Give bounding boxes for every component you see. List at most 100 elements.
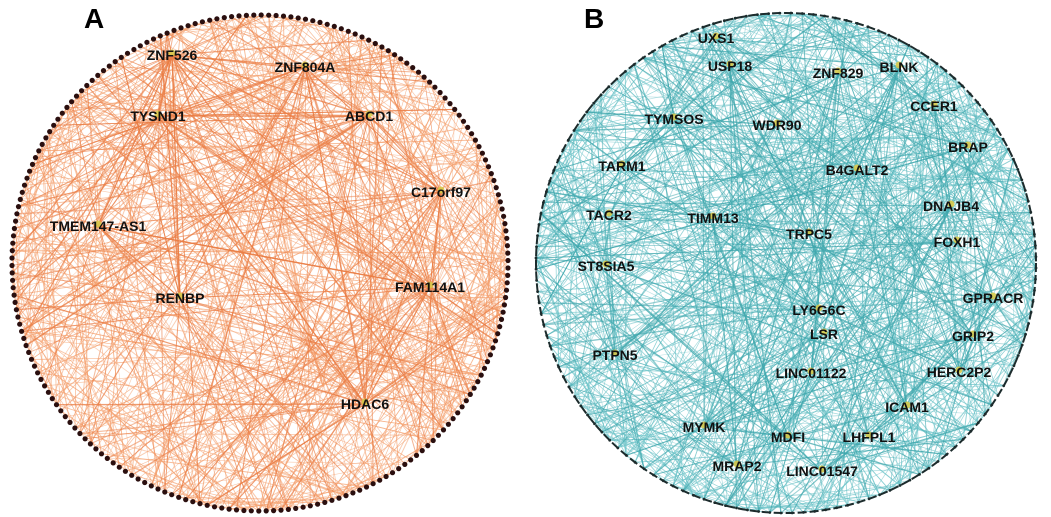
hub-edge bbox=[131, 286, 431, 476]
hub-node-marker bbox=[733, 460, 741, 468]
peripheral-node bbox=[757, 510, 760, 513]
network-edge bbox=[553, 170, 560, 367]
peripheral-node bbox=[652, 473, 655, 477]
hub-gene: ST8SIA5 bbox=[578, 258, 635, 274]
hub-edge bbox=[157, 66, 306, 117]
peripheral-node bbox=[1026, 199, 1030, 203]
hub-edge bbox=[107, 286, 431, 459]
hub-edge bbox=[206, 403, 366, 506]
hub-edge bbox=[906, 120, 992, 408]
peripheral-node bbox=[430, 437, 436, 444]
hub-edge bbox=[429, 191, 442, 288]
hub-edge bbox=[121, 57, 442, 193]
peripheral-node bbox=[219, 505, 225, 511]
peripheral-node bbox=[285, 506, 291, 512]
panel-b-hub-genes: UXS1 USP18 ZNF829 BLNK CCER1 TYMSOS WDR90 BRAP T… bbox=[578, 30, 1024, 479]
hub-edge bbox=[758, 309, 820, 512]
network-edge bbox=[19, 107, 68, 200]
peripheral-node bbox=[62, 414, 68, 420]
hub-edge bbox=[558, 205, 952, 368]
network-edge bbox=[17, 18, 306, 318]
network-edge bbox=[82, 249, 91, 444]
hub-edge bbox=[703, 309, 820, 428]
network-edge bbox=[714, 129, 998, 503]
network-edge bbox=[908, 45, 972, 320]
peripheral-node bbox=[586, 413, 589, 417]
peripheral-node bbox=[503, 287, 510, 293]
hub-edge bbox=[18, 66, 306, 208]
hub-gene-label: ICAM1 bbox=[885, 399, 929, 415]
hub-edge bbox=[729, 65, 839, 74]
hub-edge bbox=[280, 286, 431, 511]
network-edge bbox=[112, 148, 152, 486]
peripheral-node bbox=[12, 299, 18, 305]
hub-edge bbox=[586, 111, 714, 219]
peripheral-node bbox=[77, 430, 83, 437]
network-edge bbox=[969, 93, 972, 320]
hub-edge bbox=[557, 159, 825, 335]
network-edge bbox=[41, 144, 53, 399]
network-edge bbox=[568, 85, 963, 141]
panel-a-letter: A bbox=[84, 3, 104, 34]
hub-edge bbox=[540, 213, 607, 267]
peripheral-node bbox=[1034, 244, 1037, 248]
peripheral-node bbox=[288, 14, 294, 20]
peripheral-node bbox=[534, 256, 538, 260]
hub-edge bbox=[364, 289, 507, 405]
network-panel-a: ZNF526 ZNF804A TYSND1 ABCD1 C17orf97 TMEM147-… bbox=[9, 3, 511, 514]
network-edge bbox=[23, 299, 229, 339]
network-edge bbox=[671, 40, 1037, 269]
peripheral-node bbox=[432, 84, 438, 90]
network-edge bbox=[663, 152, 684, 491]
hub-edge bbox=[821, 312, 1032, 472]
peripheral-node bbox=[366, 37, 372, 43]
network-edge bbox=[661, 45, 956, 448]
network-edge bbox=[553, 356, 737, 509]
peripheral-node bbox=[983, 412, 987, 416]
peripheral-node bbox=[485, 164, 492, 170]
network-edge bbox=[793, 435, 838, 509]
peripheral-node bbox=[98, 451, 105, 457]
hub-gene-label: TMEM147-AS1 bbox=[50, 218, 147, 234]
network-edge bbox=[740, 253, 870, 500]
network-edge bbox=[253, 15, 333, 501]
peripheral-node bbox=[256, 508, 262, 514]
peripheral-node bbox=[969, 429, 973, 433]
hub-edge bbox=[614, 354, 645, 469]
network-edge bbox=[178, 357, 190, 498]
hub-edge bbox=[725, 309, 820, 506]
hub-edge bbox=[157, 115, 508, 276]
hub-edge bbox=[429, 286, 471, 395]
peripheral-node bbox=[142, 479, 148, 486]
network-edge bbox=[825, 110, 985, 120]
hub-edge bbox=[642, 57, 675, 120]
peripheral-node bbox=[392, 52, 398, 58]
hub-gene-label: GRIP2 bbox=[952, 328, 994, 344]
hub-edge bbox=[185, 191, 442, 500]
peripheral-node bbox=[898, 484, 902, 487]
hub-edge bbox=[364, 297, 506, 405]
peripheral-node bbox=[495, 331, 501, 337]
hub-edge bbox=[97, 225, 431, 288]
hub-edge bbox=[703, 12, 792, 428]
peripheral-node bbox=[789, 11, 793, 15]
peripheral-node bbox=[204, 502, 210, 508]
peripheral-node bbox=[31, 363, 38, 369]
peripheral-node bbox=[692, 493, 695, 497]
peripheral-node bbox=[499, 206, 505, 212]
hub-gene: LSR bbox=[810, 326, 838, 342]
peripheral-node bbox=[15, 314, 21, 320]
peripheral-node bbox=[251, 12, 257, 18]
peripheral-node bbox=[548, 179, 552, 183]
peripheral-node bbox=[857, 500, 860, 504]
peripheral-node bbox=[317, 19, 323, 25]
peripheral-node bbox=[58, 408, 64, 414]
hub-edge bbox=[703, 201, 1029, 428]
hub-edge bbox=[304, 66, 471, 395]
hub-edge bbox=[25, 115, 370, 347]
peripheral-node bbox=[82, 436, 88, 442]
hub-gene-label: UXS1 bbox=[698, 30, 735, 46]
peripheral-node bbox=[69, 99, 75, 105]
network-edge bbox=[245, 15, 386, 373]
peripheral-node bbox=[243, 12, 249, 18]
